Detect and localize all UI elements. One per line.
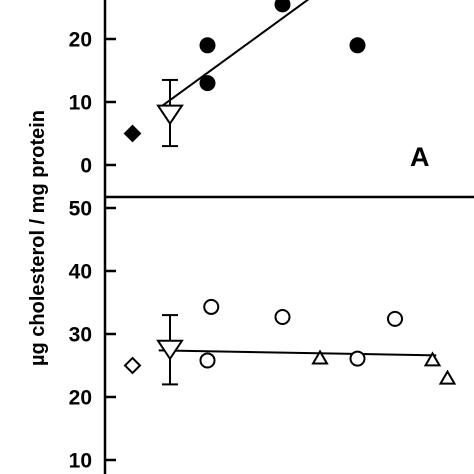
data-point-triangle-down — [156, 339, 184, 361]
data-point-circle — [274, 0, 291, 13]
panel-label-a: A — [410, 142, 430, 172]
data-point-circle — [199, 75, 216, 92]
data-point-triangle-up — [311, 349, 329, 365]
data-point-circle — [349, 37, 366, 54]
data-point-triangle-up — [438, 369, 457, 385]
data-point-circle — [199, 352, 216, 369]
data-point-circle — [199, 37, 216, 54]
data-point-circle — [349, 350, 366, 367]
y-tick-label: 50 — [69, 198, 92, 221]
y-tick-label: 10 — [69, 450, 92, 473]
y-tick-label: 0 — [80, 155, 92, 178]
panel-top: 0 10 20 — [69, 0, 366, 178]
data-point-triangle-down — [156, 104, 184, 126]
data-point-diamond — [123, 124, 142, 143]
panel-bottom: 10 20 30 40 50 — [69, 198, 457, 473]
y-tick-label: 40 — [69, 261, 92, 284]
y-axis-label: µg cholesterol / mg protein — [27, 110, 49, 366]
y-tick-label: 20 — [69, 387, 92, 410]
data-point-triangle-up — [423, 351, 442, 367]
data-point-diamond — [123, 356, 142, 375]
regression-line — [158, 349, 437, 357]
y-tick-label: 10 — [69, 92, 92, 115]
data-point-circle — [387, 310, 403, 327]
data-point-circle — [203, 298, 220, 315]
data-point-circle — [274, 308, 291, 325]
regression-line — [158, 0, 310, 110]
y-tick-label: 30 — [69, 324, 92, 347]
y-tick-label: 20 — [69, 29, 92, 52]
plot-frame — [103, 0, 474, 474]
